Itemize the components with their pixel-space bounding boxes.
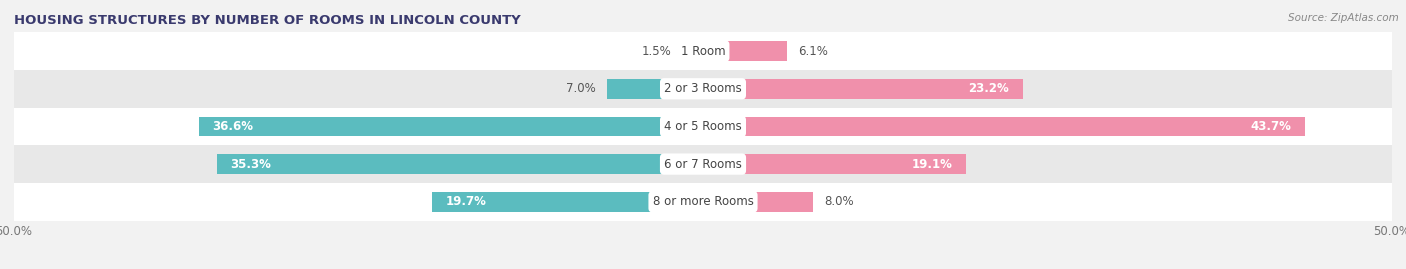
Text: 6 or 7 Rooms: 6 or 7 Rooms xyxy=(664,158,742,171)
Bar xyxy=(432,192,703,211)
Bar xyxy=(14,70,1392,108)
Bar xyxy=(703,79,1022,98)
Text: 19.7%: 19.7% xyxy=(446,195,486,208)
Text: 36.6%: 36.6% xyxy=(212,120,253,133)
Text: 7.0%: 7.0% xyxy=(565,82,596,95)
Bar xyxy=(14,145,1392,183)
Text: 2 or 3 Rooms: 2 or 3 Rooms xyxy=(664,82,742,95)
Bar xyxy=(217,154,703,174)
Bar xyxy=(14,32,1392,70)
Bar xyxy=(703,154,966,174)
Bar xyxy=(682,41,703,61)
Text: 8.0%: 8.0% xyxy=(824,195,853,208)
Text: Source: ZipAtlas.com: Source: ZipAtlas.com xyxy=(1288,13,1399,23)
Text: 1.5%: 1.5% xyxy=(641,45,671,58)
Bar xyxy=(14,183,1392,221)
Bar xyxy=(703,117,1305,136)
Text: 19.1%: 19.1% xyxy=(911,158,952,171)
Text: 43.7%: 43.7% xyxy=(1250,120,1291,133)
Text: 8 or more Rooms: 8 or more Rooms xyxy=(652,195,754,208)
Bar xyxy=(14,108,1392,145)
Text: 23.2%: 23.2% xyxy=(969,82,1010,95)
Text: 35.3%: 35.3% xyxy=(231,158,271,171)
Bar xyxy=(198,117,703,136)
Bar xyxy=(606,79,703,98)
Bar xyxy=(703,41,787,61)
Text: 4 or 5 Rooms: 4 or 5 Rooms xyxy=(664,120,742,133)
Text: HOUSING STRUCTURES BY NUMBER OF ROOMS IN LINCOLN COUNTY: HOUSING STRUCTURES BY NUMBER OF ROOMS IN… xyxy=(14,14,520,27)
Bar xyxy=(703,192,813,211)
Text: 6.1%: 6.1% xyxy=(799,45,828,58)
Text: 1 Room: 1 Room xyxy=(681,45,725,58)
